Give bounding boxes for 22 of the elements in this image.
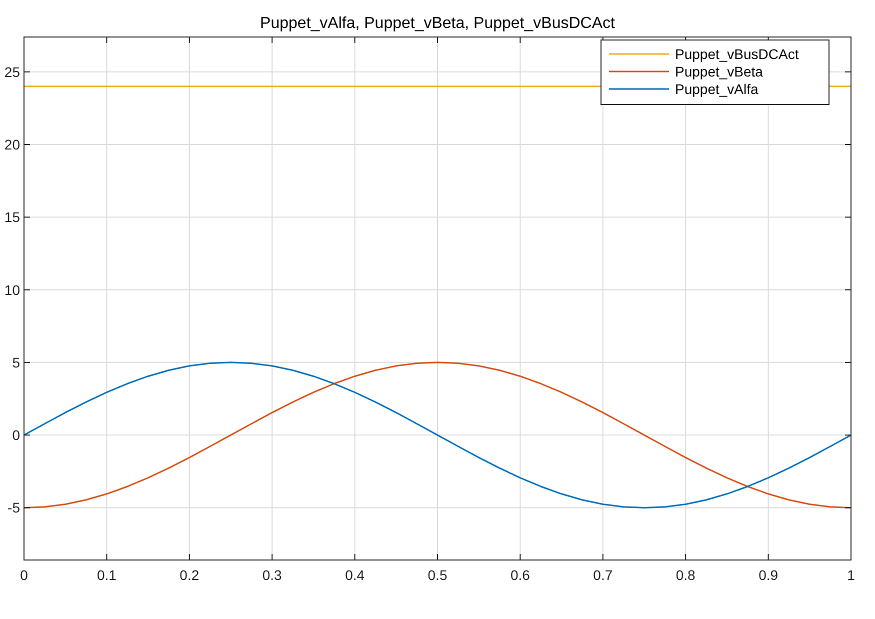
y-tick-label: -5 — [8, 500, 20, 516]
x-tick-label: 0.2 — [180, 567, 200, 583]
x-tick-label: 0.9 — [758, 567, 778, 583]
legend-label: Puppet_vBeta — [675, 64, 764, 80]
x-tick-label: 0.4 — [345, 567, 365, 583]
y-tick-label: 20 — [4, 136, 20, 153]
legend-label: Puppet_vBusDCAct — [675, 46, 799, 62]
x-tick-label: 0.7 — [593, 567, 613, 583]
x-tick-label: 0.8 — [676, 567, 696, 583]
line-series — [23, 362, 852, 508]
y-tick-label: 15 — [4, 209, 20, 226]
chart-title: Puppet_vAlfa, Puppet_vBeta, Puppet_vBusDCAct — [260, 15, 616, 32]
y-tick-label: 5 — [12, 354, 20, 370]
x-tick-label: 1 — [847, 567, 856, 583]
y-tick-label: 25 — [4, 64, 20, 80]
y-tick-label: 10 — [4, 282, 20, 298]
x-tick-label: 0.5 — [428, 567, 448, 583]
x-tick-label: 0.1 — [96, 567, 117, 583]
x-tick-label: 0.6 — [510, 567, 530, 583]
x-tick-label: 0.3 — [262, 567, 282, 583]
legend-label: Puppet_vAlfa — [675, 81, 758, 97]
y-tick-label: 0 — [12, 427, 20, 444]
